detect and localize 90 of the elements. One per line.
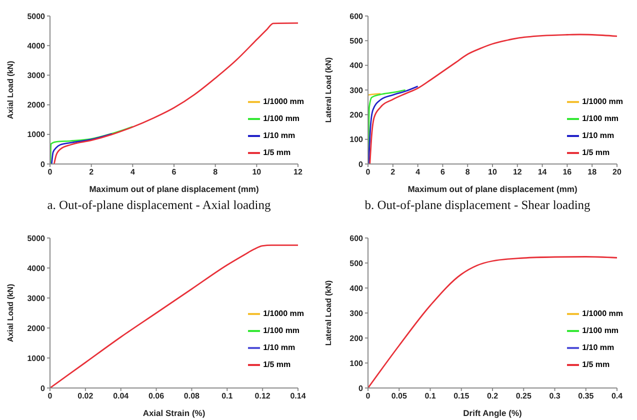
legend-label: 1/10 mm — [582, 343, 614, 352]
x-tick-label: 8 — [465, 168, 470, 177]
x-tick-label: 10 — [488, 168, 498, 177]
x-tick-label: 0.08 — [184, 392, 200, 401]
legend-label: 1/5 mm — [263, 148, 291, 158]
x-tick-label: 16 — [562, 168, 572, 177]
y-tick-label: 4000 — [27, 41, 46, 50]
y-tick-label: 2000 — [27, 324, 46, 333]
legend-label: 1/10 mm — [263, 131, 296, 140]
y-tick-label: 0 — [358, 384, 364, 393]
x-tick-label: 18 — [588, 168, 598, 177]
x-tick-label: 0.3 — [549, 392, 561, 401]
y-tick-label: 300 — [350, 86, 364, 95]
x-tick-label: 0 — [48, 168, 53, 177]
x-tick-label: 0.25 — [516, 392, 532, 401]
legend-label: 1/100 mm — [582, 114, 619, 124]
y-tick-label: 1000 — [27, 354, 46, 363]
legend-label: 1/100 mm — [263, 326, 300, 336]
x-tick-label: 0.2 — [486, 392, 499, 401]
x-tick-label: 0.12 — [254, 392, 271, 401]
y-tick-label: 300 — [350, 308, 364, 318]
y-tick-label: 3000 — [27, 71, 46, 80]
y-tick-label: 400 — [350, 284, 364, 293]
y-tick-label: 0 — [40, 384, 46, 393]
x-tick-label: 14 — [538, 168, 548, 177]
x-tick-label: 0.1 — [424, 392, 436, 401]
x-tick-label: 0 — [366, 168, 371, 177]
x-tick-label: 0.06 — [148, 392, 165, 401]
x-tick-label: 10 — [252, 168, 262, 177]
x-tick-label: 12 — [294, 168, 303, 177]
legend-label: 1/1000 mm — [263, 97, 304, 106]
x-tick-label: 0 — [366, 392, 371, 401]
y-tick-label: 400 — [350, 61, 364, 70]
x-tick-label: 2 — [390, 168, 396, 177]
y-tick-label: 600 — [350, 12, 364, 21]
x-axis-title: Maximum out of plane displacement (mm) — [408, 184, 578, 194]
x-axis-title: Axial Strain (%) — [142, 408, 206, 418]
x-tick-label: 6 — [440, 168, 446, 177]
y-tick-label: 3000 — [27, 294, 46, 303]
x-tick-label: 0.1 — [222, 392, 234, 401]
y-tick-label: 200 — [350, 334, 364, 343]
legend-label: 1/5 mm — [582, 148, 610, 158]
y-tick-label: 100 — [350, 135, 364, 144]
x-tick-label: 0.02 — [78, 392, 94, 401]
y-axis-title: Lateral Load (kN) — [324, 280, 333, 346]
y-tick-label: 5000 — [27, 12, 46, 21]
x-tick-label: 0.4 — [611, 392, 624, 401]
legend-label: 1/5 mm — [263, 360, 291, 370]
y-tick-label: 500 — [350, 258, 364, 268]
y-tick-label: 0 — [358, 160, 364, 169]
legend-label: 1/5 mm — [582, 360, 610, 370]
legend-label: 1/100 mm — [263, 114, 300, 124]
x-tick-label: 6 — [172, 168, 177, 177]
x-tick-label: 0.14 — [290, 392, 306, 401]
x-tick-label: 2 — [89, 168, 94, 177]
x-axis-title: Drift Angle (%) — [463, 408, 522, 418]
y-tick-label: 100 — [350, 358, 364, 368]
x-tick-label: 4 — [416, 168, 421, 177]
text: b. Out-of-plane displacement - Shear loading — [364, 198, 592, 213]
legend-label: 1/10 mm — [263, 343, 296, 352]
y-tick-label: 0 — [40, 160, 46, 169]
y-tick-label: 200 — [350, 110, 364, 120]
line-series — [50, 126, 134, 164]
legend-label: 1/10 mm — [582, 131, 614, 140]
line-series — [368, 86, 418, 164]
y-tick-label: 5000 — [27, 234, 46, 243]
legend-label: 1/1000 mm — [582, 97, 623, 106]
y-tick-label: 2000 — [27, 100, 46, 110]
y-axis-title: Axial Load (kN) — [6, 284, 15, 342]
y-tick-label: 1000 — [27, 130, 46, 140]
x-tick-label: 0 — [48, 392, 53, 401]
x-tick-label: 0.05 — [391, 392, 408, 401]
y-axis-title: Lateral Load (kN) — [324, 56, 333, 123]
x-tick-label: 0.15 — [454, 392, 470, 401]
x-tick-label: 0.35 — [578, 392, 594, 401]
text: a. Out-of-plane displacement - Axial loading — [46, 198, 272, 213]
x-tick-label: 20 — [612, 168, 622, 177]
x-tick-label: 8 — [213, 168, 218, 177]
x-axis-title: Maximum out of plane displacement (mm) — [89, 184, 259, 194]
x-tick-label: 0.04 — [113, 392, 130, 401]
y-tick-label: 4000 — [27, 264, 46, 273]
x-tick-label: 4 — [130, 168, 136, 177]
line-series — [50, 133, 113, 164]
y-tick-label: 600 — [350, 234, 364, 243]
x-tick-label: 12 — [512, 168, 522, 177]
legend-label: 1/1000 mm — [582, 309, 623, 318]
legend-label: 1/1000 mm — [263, 309, 304, 318]
legend-label: 1/100 mm — [582, 326, 619, 336]
y-tick-label: 500 — [350, 36, 364, 46]
y-axis-title: Axial Load (kN) — [6, 60, 15, 120]
